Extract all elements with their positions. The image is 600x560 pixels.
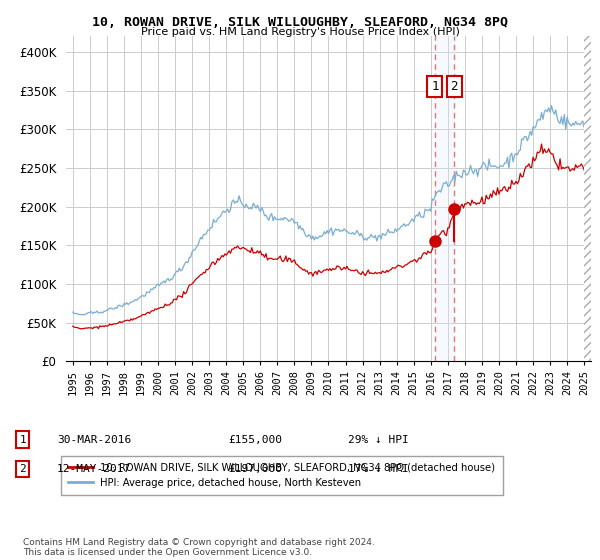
Text: Price paid vs. HM Land Registry's House Price Index (HPI): Price paid vs. HM Land Registry's House … xyxy=(140,27,460,37)
Text: 1: 1 xyxy=(19,435,26,445)
Legend: 10, ROWAN DRIVE, SILK WILLOUGHBY, SLEAFORD, NG34 8PQ (detached house), HPI: Aver: 10, ROWAN DRIVE, SILK WILLOUGHBY, SLEAFO… xyxy=(61,455,503,494)
Text: 10, ROWAN DRIVE, SILK WILLOUGHBY, SLEAFORD, NG34 8PQ: 10, ROWAN DRIVE, SILK WILLOUGHBY, SLEAFO… xyxy=(92,16,508,29)
Text: 1: 1 xyxy=(431,80,439,93)
Bar xyxy=(584,36,600,361)
Text: 29% ↓ HPI: 29% ↓ HPI xyxy=(348,435,409,445)
Text: 17% ↓ HPI: 17% ↓ HPI xyxy=(348,464,409,474)
Text: £197,000: £197,000 xyxy=(228,464,282,474)
Text: 2: 2 xyxy=(451,80,458,93)
Text: 2: 2 xyxy=(19,464,26,474)
Bar xyxy=(435,36,454,361)
Text: Contains HM Land Registry data © Crown copyright and database right 2024.
This d: Contains HM Land Registry data © Crown c… xyxy=(23,538,374,557)
Text: 12-MAY-2017: 12-MAY-2017 xyxy=(57,464,131,474)
Text: £155,000: £155,000 xyxy=(228,435,282,445)
Text: 30-MAR-2016: 30-MAR-2016 xyxy=(57,435,131,445)
